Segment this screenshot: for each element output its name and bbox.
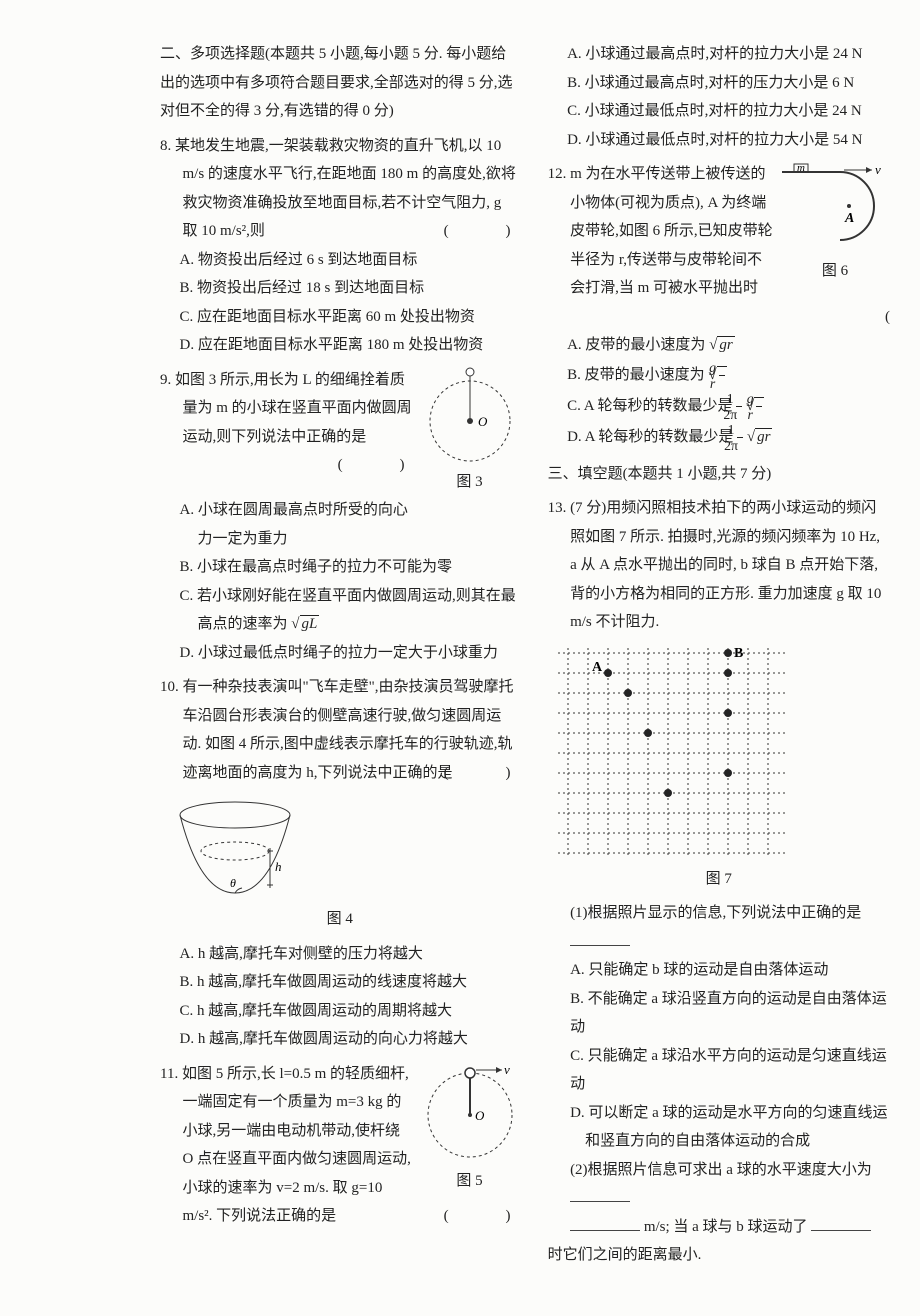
figure-3: O 图 3 — [420, 366, 520, 497]
figure-6: m v A 图 6 — [780, 160, 890, 286]
fig3-caption: 图 3 — [420, 468, 520, 497]
fig6-label-v: v — [875, 162, 881, 177]
section-2-heading: 二、多项选择题(本题共 5 小题,每小题 5 分. 每小题给出的选项中有多项符合… — [160, 40, 520, 126]
question-11: O v 图 5 11. 如图 5 所示,长 l=0.5 m 的轻质细杆,一端固定… — [160, 1060, 520, 1231]
q8-opt-d: D. 应在距地面目标水平距离 180 m 处投出物资 — [160, 331, 520, 360]
section-3-heading: 三、填空题(本题共 1 小题,共 7 分) — [548, 460, 890, 489]
fig5-svg: O v — [420, 1060, 520, 1165]
q11-stem: 11. 如图 5 所示,长 l=0.5 m 的轻质细杆,一端固定有一个质量为 m… — [160, 1066, 411, 1225]
q10-opt-c: C. h 越高,摩托车做圆周运动的周期将越大 — [160, 997, 520, 1026]
blank-input[interactable] — [570, 1215, 640, 1231]
fig6-label-a: A — [844, 211, 854, 226]
q9-opt-c-1: C. 若小球刚好能在竖直平面内做圆周运动,则其在最 — [160, 582, 520, 611]
fig7-svg: A B — [548, 643, 798, 863]
fig6-label-m: m — [797, 162, 805, 174]
fig5-label-v: v — [504, 1062, 510, 1077]
answer-paren: ( ) — [466, 217, 520, 246]
q13-part2b: m/s; 当 a 球与 b 球运动了 — [548, 1213, 890, 1242]
q11-opt-b: B. 小球通过最高点时,对杆的压力大小是 6 N — [548, 69, 890, 98]
q9-opt-a-1: A. 小球在圆周最高点时所受的向心 — [160, 496, 520, 525]
q13-part1: (1)根据照片显示的信息,下列说法中正确的是 — [548, 899, 890, 956]
q9-opt-d: D. 小球过最低点时绳子的拉力一定大于小球重力 — [160, 639, 520, 668]
answer-paren: ( ) — [466, 1202, 520, 1231]
blank-input[interactable] — [811, 1215, 871, 1231]
q12-opt-d: D. A 轮每秒的转数最少是 12π √gr — [548, 422, 890, 453]
q10-opt-d: D. h 越高,摩托车做圆周运动的向心力将越大 — [160, 1025, 520, 1054]
q10-opt-b: B. h 越高,摩托车做圆周运动的线速度将越大 — [160, 968, 520, 997]
fig7-label-b: B — [734, 646, 743, 661]
q11-opt-d: D. 小球通过最低点时,对杆的拉力大小是 54 N — [548, 126, 890, 155]
q13-opt-b: B. 不能确定 a 球沿竖直方向的运动是自由落体运动 — [548, 985, 890, 1042]
q13-opt-c: C. 只能确定 a 球沿水平方向的运动是匀速直线运动 — [548, 1042, 890, 1099]
fig5-label-o: O — [475, 1108, 485, 1123]
q11-opt-a: A. 小球通过最高点时,对杆的拉力大小是 24 N — [548, 40, 890, 69]
fig6-caption: 图 6 — [780, 257, 890, 286]
q10-opt-a: A. h 越高,摩托车对侧壁的压力将越大 — [160, 940, 520, 969]
q9-opt-a-2: 力一定为重力 — [160, 525, 520, 554]
answer-paren: ( ) — [338, 451, 414, 480]
q13-opt-d-1: D. 可以断定 a 球的运动是水平方向的匀速直线运 — [548, 1099, 890, 1128]
q9-opt-c-2: 高点的速率为 √√gLgL — [160, 610, 520, 639]
q13-opt-d-2: 和竖直方向的自由落体运动的合成 — [548, 1127, 890, 1156]
question-10: 10. 有一种杂技表演叫"飞车走壁",由杂技演员驾驶摩托车沿圆台形表演台的侧壁高… — [160, 673, 520, 1054]
fig4-label-h: h — [275, 859, 282, 874]
figure-4: h θ 图 4 — [160, 793, 520, 934]
question-8: 8. 某地发生地震,一架装载救灾物资的直升飞机,以 10 m/s 的速度水平飞行… — [160, 132, 520, 360]
right-column: A. 小球通过最高点时,对杆的拉力大小是 24 N B. 小球通过最高点时,对杆… — [548, 40, 890, 1276]
q13-opt-a: A. 只能确定 b 球的运动是自由落体运动 — [548, 956, 890, 985]
answer-paren: ( — [885, 303, 890, 332]
fig4-label-theta: θ — [230, 876, 236, 890]
question-11-options: A. 小球通过最高点时,对杆的拉力大小是 24 N B. 小球通过最高点时,对杆… — [548, 40, 890, 154]
q9-opt-b: B. 小球在最高点时绳子的拉力不可能为零 — [160, 553, 520, 582]
q8-opt-a: A. 物资投出后经过 6 s 到达地面目标 — [160, 246, 520, 275]
q8-opt-c: C. 应在距地面目标水平距离 60 m 处投出物资 — [160, 303, 520, 332]
two-column-layout: 二、多项选择题(本题共 5 小题,每小题 5 分. 每小题给出的选项中有多项符合… — [160, 40, 890, 1276]
q13-stem: 13. (7 分)用频闪照相技术拍下的两小球运动的频闪照如图 7 所示. 拍摄时… — [548, 494, 890, 637]
fig4-caption: 图 4 — [160, 905, 520, 934]
fig7-caption: 图 7 — [548, 865, 890, 894]
fig7-label-a: A — [592, 660, 603, 675]
q8-opt-b: B. 物资投出后经过 18 s 到达地面目标 — [160, 274, 520, 303]
q11-opt-c: C. 小球通过最低点时,对杆的拉力大小是 24 N — [548, 97, 890, 126]
question-12: m v A 图 6 12. m 为在水平传送带上被传送的小物体(可视为质点), … — [548, 160, 890, 454]
q12-opt-a: A. 皮带的最小速度为 √gr — [548, 331, 890, 360]
blank-input[interactable] — [570, 930, 630, 946]
fig3-svg: O — [420, 366, 520, 466]
answer-paren: ( ) — [466, 759, 520, 788]
q12-opt-b: B. 皮带的最小速度为 √gr — [548, 360, 890, 391]
figure-5: O v 图 5 — [420, 1060, 520, 1196]
fig6-svg: m v A — [780, 160, 890, 255]
figure-7: A B 图 7 — [548, 643, 890, 894]
question-13: 13. (7 分)用频闪照相技术拍下的两小球运动的频闪照如图 7 所示. 拍摄时… — [548, 494, 890, 1270]
q12-opt-c: C. A 轮每秒的转数最少是 12π √gr — [548, 391, 890, 422]
q13-part2: (2)根据照片信息可求出 a 球的水平速度大小为 — [548, 1156, 890, 1213]
q13-part2c: 时它们之间的距离最小. — [548, 1241, 890, 1270]
blank-input[interactable] — [570, 1186, 630, 1202]
fig4-svg: h θ — [160, 793, 310, 903]
question-9: O 图 3 9. 如图 3 所示,用长为 L 的细绳拴着质量为 m 的小球在竖直… — [160, 366, 520, 668]
fig3-label-o: O — [478, 414, 488, 429]
left-column: 二、多项选择题(本题共 5 小题,每小题 5 分. 每小题给出的选项中有多项符合… — [160, 40, 520, 1276]
fig5-caption: 图 5 — [420, 1167, 520, 1196]
